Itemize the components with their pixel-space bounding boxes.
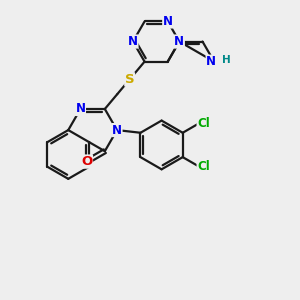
Text: N: N <box>112 124 122 136</box>
Text: N: N <box>76 103 85 116</box>
Text: H: H <box>222 55 231 65</box>
Text: O: O <box>81 155 92 168</box>
Text: S: S <box>125 73 134 86</box>
Text: N: N <box>206 55 216 68</box>
Text: N: N <box>128 35 138 48</box>
Text: Cl: Cl <box>197 160 210 172</box>
Text: N: N <box>174 35 184 48</box>
Text: Cl: Cl <box>197 117 210 130</box>
Text: N: N <box>163 15 173 28</box>
